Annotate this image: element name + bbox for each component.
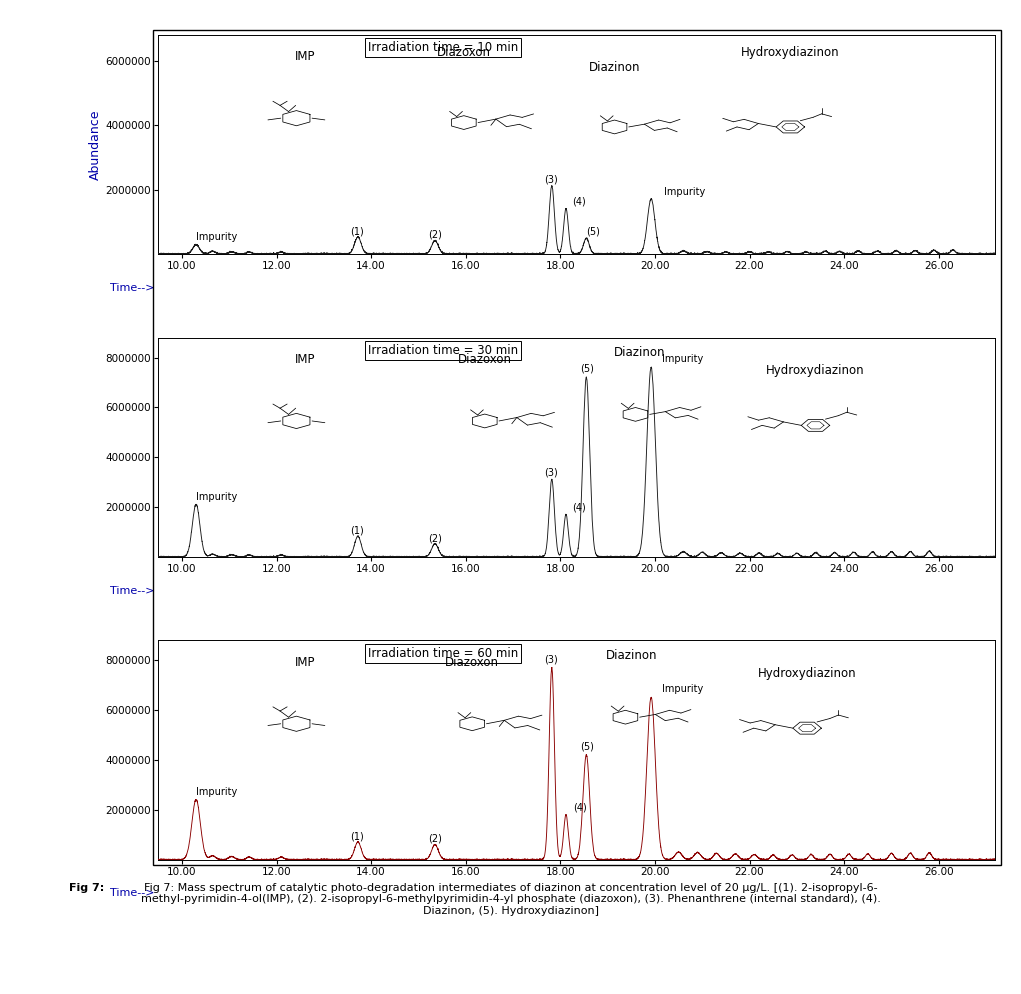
Text: (4): (4)	[573, 803, 587, 813]
Text: Time-->: Time-->	[109, 282, 154, 293]
Text: Diazoxon: Diazoxon	[445, 656, 499, 669]
Text: Impurity: Impurity	[196, 232, 237, 242]
Text: Impurity: Impurity	[196, 787, 237, 797]
Text: Impurity: Impurity	[665, 188, 706, 198]
Text: Time-->: Time-->	[109, 889, 154, 899]
Text: Diazinon: Diazinon	[605, 649, 658, 662]
Text: (3): (3)	[544, 467, 557, 477]
Text: (1): (1)	[350, 831, 363, 841]
Text: Impurity: Impurity	[662, 684, 703, 694]
Text: (5): (5)	[586, 227, 600, 237]
Text: (1): (1)	[350, 227, 363, 237]
Text: (4): (4)	[572, 503, 586, 513]
Text: Diazinon: Diazinon	[614, 346, 666, 360]
Text: Diazoxon: Diazoxon	[457, 353, 512, 366]
Text: Hydroxydiazinon: Hydroxydiazinon	[766, 364, 865, 377]
Text: Fig 7: Mass spectrum of catalytic photo-degradation intermediates of diazinon at: Fig 7: Mass spectrum of catalytic photo-…	[141, 883, 880, 915]
Text: IMP: IMP	[294, 656, 315, 669]
Text: (2): (2)	[428, 834, 442, 844]
Text: IMP: IMP	[294, 50, 315, 64]
Text: Hydroxydiazinon: Hydroxydiazinon	[758, 667, 857, 680]
Text: IMP: IMP	[294, 353, 315, 366]
Text: (3): (3)	[544, 654, 557, 664]
Text: (2): (2)	[428, 533, 442, 543]
Y-axis label: Abundance: Abundance	[89, 109, 101, 180]
Text: (4): (4)	[572, 197, 586, 207]
Text: Hydroxydiazinon: Hydroxydiazinon	[741, 46, 839, 59]
Text: (1): (1)	[350, 525, 363, 536]
Text: Irradiation time = 60 min: Irradiation time = 60 min	[368, 647, 518, 660]
Text: Time-->: Time-->	[109, 585, 154, 595]
Text: Diazinon: Diazinon	[589, 61, 640, 75]
Text: Impurity: Impurity	[196, 492, 237, 502]
Text: Impurity: Impurity	[662, 354, 703, 364]
Text: Irradiation time = 10 min: Irradiation time = 10 min	[368, 42, 518, 55]
Text: Irradiation time = 30 min: Irradiation time = 30 min	[368, 344, 518, 357]
Text: (5): (5)	[580, 364, 594, 374]
Text: (5): (5)	[580, 742, 594, 751]
Text: (3): (3)	[544, 174, 557, 184]
Text: (2): (2)	[428, 230, 442, 240]
Text: Diazoxon: Diazoxon	[437, 46, 491, 59]
Text: Fig 7:: Fig 7:	[69, 883, 105, 893]
